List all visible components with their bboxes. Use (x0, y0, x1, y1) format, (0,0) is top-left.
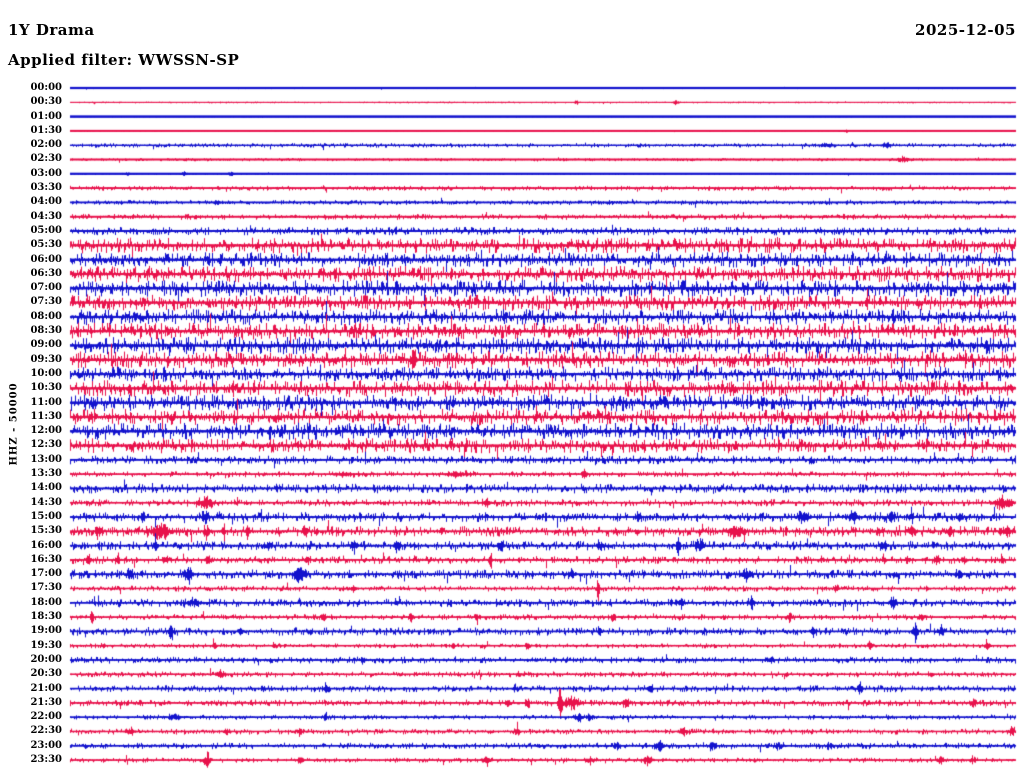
helicorder-page: 1Y Drama 2025-12-05 Applied filter: WWSS… (0, 0, 1024, 780)
helicorder-trace-plot (0, 0, 1024, 780)
